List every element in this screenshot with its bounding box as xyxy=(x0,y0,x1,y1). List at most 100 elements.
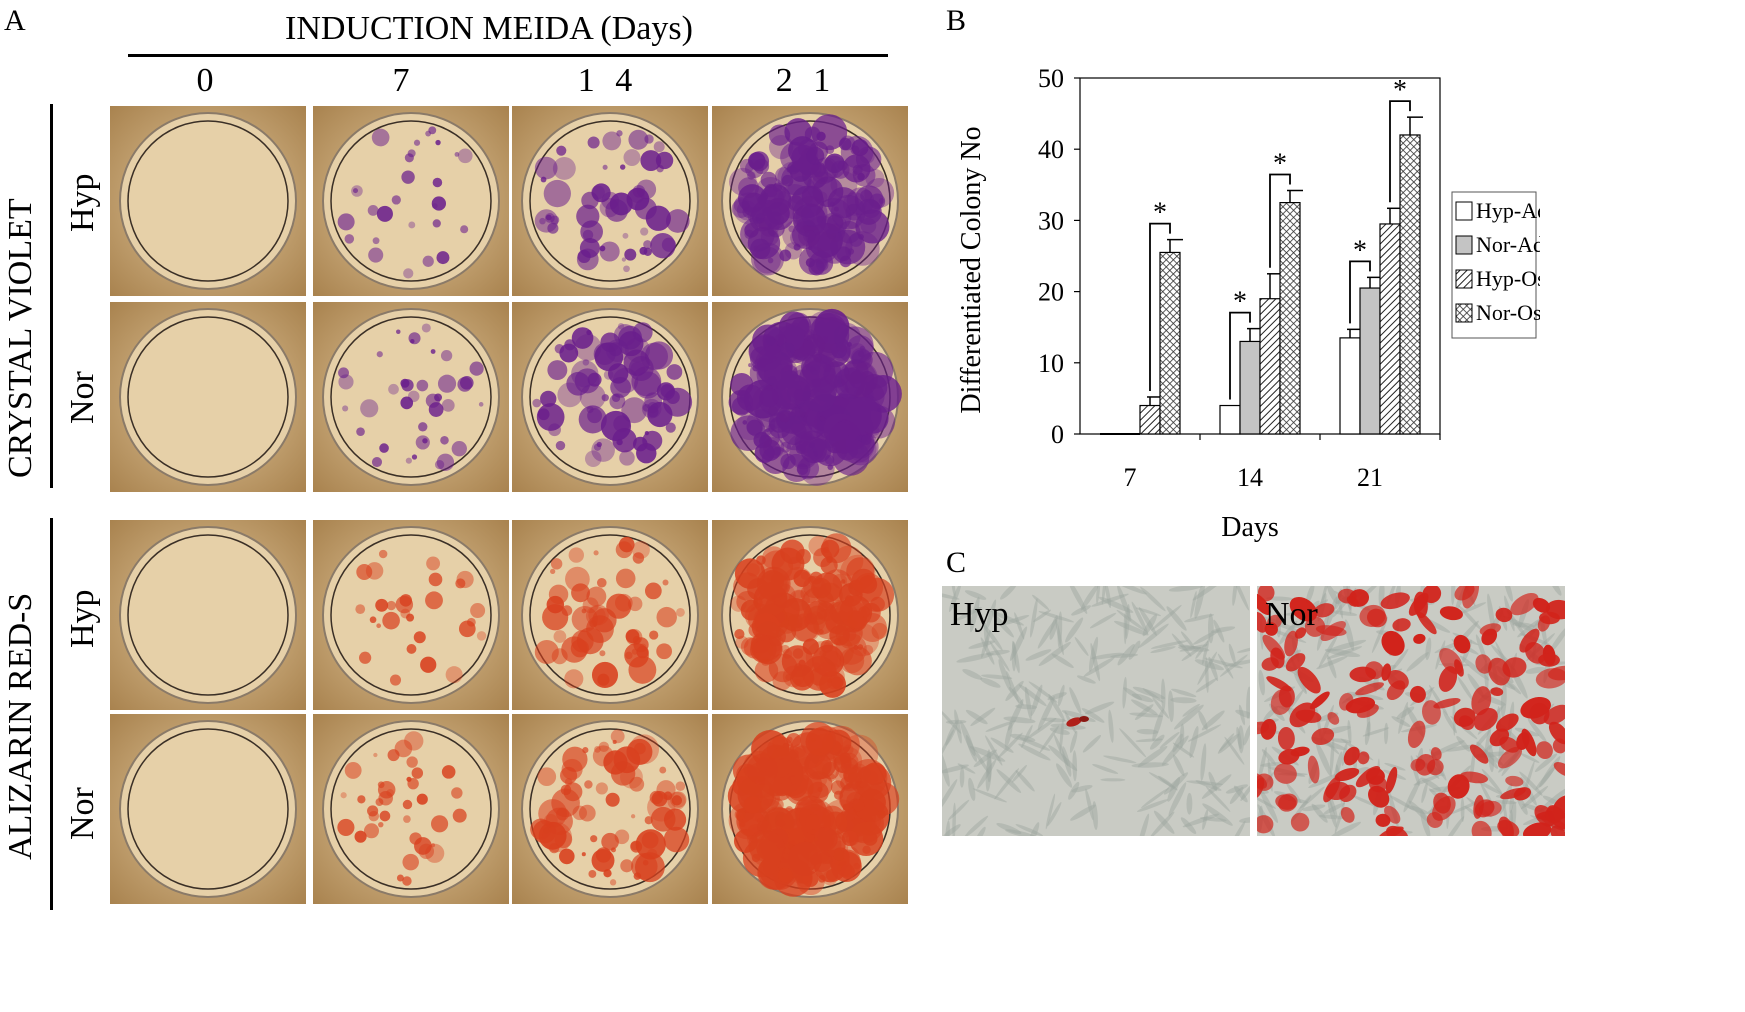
red-stain-spot xyxy=(1079,716,1089,722)
red-stain-spot xyxy=(1505,775,1524,787)
row-label-ar-nor: Nor xyxy=(64,787,101,840)
red-stain-spot xyxy=(1547,665,1565,681)
significance-bracket xyxy=(1269,173,1291,268)
plate-cv-hyp-day-14 xyxy=(512,106,708,296)
red-stain-spot xyxy=(1454,659,1464,677)
red-stain-spot xyxy=(1550,825,1565,836)
red-stain-spot xyxy=(1359,604,1386,627)
legend-label: Nor-Osteo xyxy=(1476,300,1540,325)
red-stain-spot xyxy=(1384,805,1401,824)
significance-bracket xyxy=(1389,100,1411,203)
red-stain-spot xyxy=(1314,603,1335,618)
row-label-cv-hyp: Hyp xyxy=(64,173,101,232)
y-tick-label: 30 xyxy=(1038,206,1064,235)
x-tick-label: 7 xyxy=(1124,463,1137,492)
induction-media-header: INDUCTION MEIDA (Days) xyxy=(285,10,693,47)
plate-cv-nor-day-0 xyxy=(110,302,306,492)
red-stain-spot xyxy=(1409,685,1426,703)
red-stain-spot xyxy=(1355,682,1385,696)
significance-star: * xyxy=(1153,198,1167,229)
red-stain-spot xyxy=(1346,595,1359,607)
red-stain-spot xyxy=(1433,698,1461,709)
red-stain-spot xyxy=(1490,687,1504,696)
red-stain-spot xyxy=(1349,666,1377,683)
red-stain-spot xyxy=(1257,586,1275,602)
y-tick-label: 0 xyxy=(1051,420,1064,449)
bar-hyp-adipo-14 xyxy=(1219,404,1241,435)
red-stain-spot xyxy=(1257,815,1274,834)
red-stain-spot xyxy=(1439,606,1463,621)
red-stain-spot xyxy=(1421,700,1441,725)
red-stain-spot xyxy=(1532,597,1551,613)
red-stain-spot xyxy=(1289,596,1318,622)
red-stain-spot xyxy=(1257,592,1271,615)
red-stain-spot xyxy=(1340,807,1355,823)
significance-star: * xyxy=(1353,235,1367,266)
red-stain-spot xyxy=(1307,755,1320,784)
legend-label: Hyp-Adipo xyxy=(1476,198,1540,223)
alizarin-red-label: ALIZARIN RED-S xyxy=(2,592,39,860)
legend-swatch xyxy=(1455,303,1473,323)
red-stain-spot xyxy=(1489,728,1510,747)
red-stain-spot xyxy=(1479,800,1502,817)
bar-nor-adipo-14 xyxy=(1239,340,1261,435)
red-stain-spot xyxy=(1502,657,1527,678)
significance-bracket xyxy=(1229,311,1251,400)
crystal-violet-bracket xyxy=(50,104,53,488)
plate-cv-nor-day-14 xyxy=(512,302,708,492)
red-stain-spot xyxy=(1334,767,1360,782)
red-stain-spot xyxy=(1498,816,1514,836)
red-stain-spot xyxy=(1257,611,1268,633)
significance-bracket xyxy=(1349,260,1371,324)
y-tick-label: 10 xyxy=(1038,349,1064,378)
red-stain-spot xyxy=(1522,822,1552,836)
plate-ar-nor-day-7 xyxy=(313,714,509,904)
red-stain-spot xyxy=(1479,623,1501,636)
red-stain-spot xyxy=(1471,820,1492,836)
significance-bracket xyxy=(1149,222,1171,391)
red-stain-spot xyxy=(1415,753,1436,776)
red-stain-spot xyxy=(1538,653,1560,667)
red-stain-spot xyxy=(1066,717,1082,727)
red-stain-spot xyxy=(1270,647,1285,669)
x-axis-label: Days xyxy=(1221,512,1279,543)
red-stain-spot xyxy=(1430,747,1442,761)
red-stain-spot xyxy=(1407,720,1426,749)
red-stain-spot xyxy=(1381,663,1392,681)
red-stain-spot xyxy=(1257,721,1270,735)
red-stain-spot xyxy=(1422,586,1442,604)
plate-cv-hyp-day-21 xyxy=(712,106,908,296)
legend-label: Hyp-Osteo xyxy=(1476,266,1540,291)
plate-ar-nor-day-21 xyxy=(712,714,908,904)
x-tick-label: 21 xyxy=(1357,463,1383,492)
red-stain-spot xyxy=(1519,628,1540,653)
red-stain-spot xyxy=(1378,826,1404,836)
column-label-day-21: 2 1 xyxy=(775,62,837,99)
alizarin-bracket xyxy=(50,518,53,910)
red-stain-spot xyxy=(1277,726,1295,750)
red-stain-spot xyxy=(1392,618,1411,632)
micrograph-nor-label: Nor xyxy=(1265,596,1318,633)
header-rule xyxy=(128,54,888,57)
red-stain-spot xyxy=(1473,794,1484,819)
plate-ar-hyp-day-21 xyxy=(712,520,908,710)
red-stain-spot xyxy=(1356,703,1379,718)
plate-ar-nor-day-0 xyxy=(110,714,306,904)
red-stain-spot xyxy=(1553,762,1565,777)
plate-ar-nor-day-14 xyxy=(512,714,708,904)
red-stain-spot xyxy=(1304,616,1326,637)
legend-swatch xyxy=(1455,235,1473,255)
red-stain-spot xyxy=(1368,785,1390,808)
red-stain-spot xyxy=(1339,692,1354,711)
bar-hyp-adipo-21 xyxy=(1339,337,1361,435)
row-label-ar-hyp: Hyp xyxy=(64,589,101,648)
red-stain-spot xyxy=(1510,593,1539,616)
red-stain-spot xyxy=(1323,776,1341,803)
red-stain-spot xyxy=(1454,586,1475,601)
plate-cv-nor-day-21 xyxy=(712,302,908,492)
bar-hyp-osteo-7 xyxy=(1139,404,1161,435)
significance-star: * xyxy=(1233,287,1247,318)
red-stain-spot xyxy=(1475,654,1492,674)
red-stain-spot xyxy=(1543,704,1565,725)
red-stain-spot xyxy=(1408,592,1429,616)
